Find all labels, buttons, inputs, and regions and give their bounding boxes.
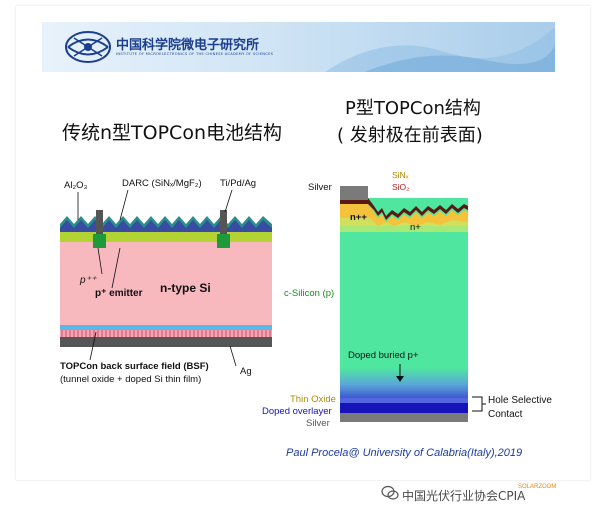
label-thin-oxide: Thin Oxide	[290, 394, 336, 405]
p-emitter-layer	[60, 232, 272, 242]
ntype-topcon-diagram: Al₂O₃ DARC (SiNₓ/MgF₂) Ti/Pd/Ag p⁺⁺ p⁺ e…	[60, 178, 272, 385]
label-sio2: SiO₂	[392, 182, 409, 192]
silver-top-contact	[340, 186, 368, 200]
metal-contact-right	[220, 210, 227, 240]
doped-buried-layer	[340, 368, 468, 398]
institute-name-cn: 中国科学院微电子研究所	[116, 38, 260, 53]
citation: Paul Procela@ University of Calabria(Ita…	[286, 447, 523, 459]
left-title: 传统n型TOPCon电池结构	[62, 122, 282, 144]
header-wave-decoration	[325, 27, 555, 72]
label-darc: DARC (SiNₓ/MgF₂)	[122, 178, 202, 189]
institute-name-en: INSTITUTE OF MICROELECTRONICS OF THE CHI…	[116, 52, 274, 56]
label-c-silicon: c-Silicon (p)	[284, 288, 334, 299]
label-doped-overlayer: Doped overlayer	[262, 406, 332, 417]
label-p-emitter: p⁺ emitter	[95, 288, 143, 299]
watermark: SOLARZOOM	[518, 484, 557, 490]
label-al2o3: Al₂O₃	[64, 180, 88, 191]
silver-bottom-layer	[340, 413, 468, 422]
footer-source: 中国光伏行业协会CPIA	[402, 489, 526, 503]
label-contact: Contact	[488, 409, 523, 420]
ag-back-contact	[60, 337, 272, 347]
label-sinx: SiNₓ	[392, 170, 409, 180]
label-ti-pd-ag: Ti/Pd/Ag	[220, 178, 256, 189]
al2o3-layer	[60, 220, 272, 232]
label-silver-bottom: Silver	[306, 418, 330, 429]
n-plus-region	[340, 218, 468, 232]
label-p-plus-plus: p⁺⁺	[79, 275, 97, 286]
label-bsf-detail: (tunnel oxide + doped Si thin film)	[60, 374, 201, 385]
bsf-hatch	[61, 330, 271, 337]
p-plus-plus-region-left	[93, 234, 106, 248]
tunnel-oxide-layer	[60, 325, 272, 330]
thin-oxide-layer	[340, 398, 468, 403]
ptype-topcon-diagram: Silver SiNₓ SiO₂ n++ n+ c-Silicon (p) Do…	[262, 170, 552, 429]
sio2-sinx-layer	[340, 198, 468, 220]
label-n-plus: n+	[410, 222, 421, 233]
label-bsf: TOPCon back surface field (BSF)	[60, 361, 209, 372]
metal-contact-left	[96, 210, 103, 240]
label-doped-buried: Doped buried p+	[348, 350, 419, 361]
label-ag: Ag	[240, 366, 252, 377]
hole-selective-bracket	[472, 396, 483, 412]
pointer-lines	[77, 189, 237, 367]
header-band	[42, 22, 555, 72]
cas-logo-icon	[65, 31, 111, 63]
label-n-plus-plus: n++	[350, 212, 367, 223]
label-n-type-si: n-type Si	[160, 281, 211, 295]
label-hole-selective: Hole Selective	[488, 395, 552, 406]
n-type-substrate	[60, 240, 272, 330]
label-silver-top: Silver	[308, 182, 332, 193]
wechat-icon	[381, 485, 399, 500]
p-plus-plus-region-right	[217, 234, 230, 248]
right-title-line2: ( 发射极在前表面)	[337, 125, 483, 146]
right-title-line1: P型TOPCon结构	[345, 98, 481, 119]
doped-overlayer	[340, 403, 468, 413]
